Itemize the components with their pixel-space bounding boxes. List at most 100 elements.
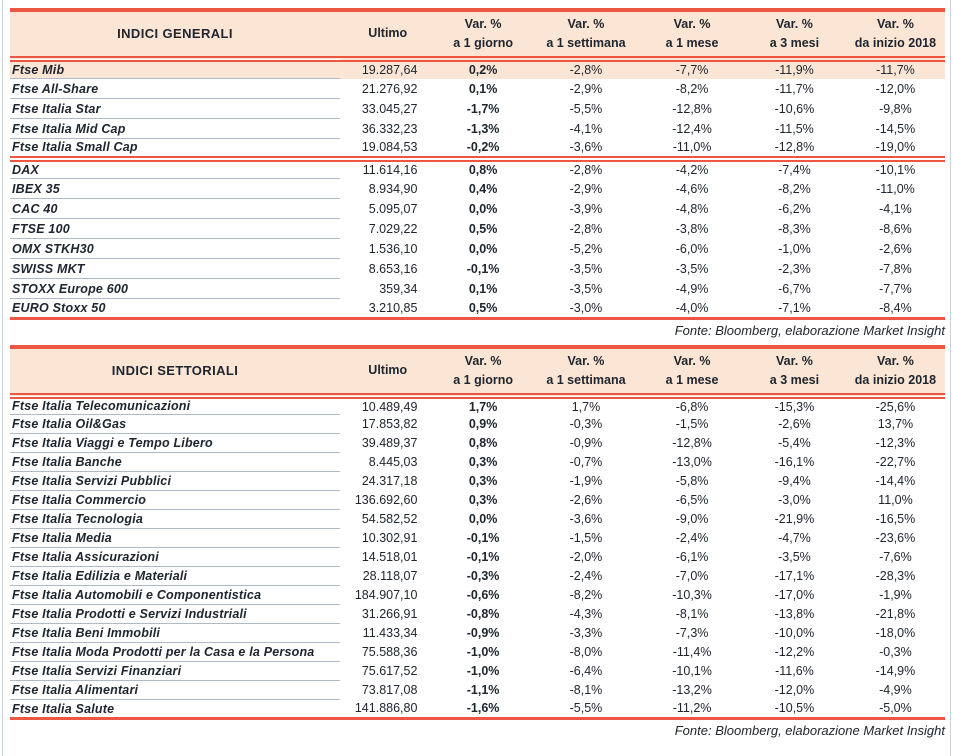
value-cell: -9,0%	[675, 512, 709, 526]
value-cell: -12,3%	[875, 436, 916, 450]
value-cell: 21.276,92	[361, 81, 418, 96]
value-cell: -17,1%	[774, 569, 815, 583]
table-indici-settoriali: INDICI SETTORIALI Ultimo Var. % a 1 giorno V…	[10, 345, 945, 720]
value-cell: -4,2%	[641, 155, 744, 179]
value-cell: -11,6%	[775, 664, 814, 678]
column-header-line1: Var. %	[776, 354, 813, 368]
value-cell: 0,8%	[468, 436, 498, 450]
index-row: Ftse Italia Mid Cap 36.332,23 -1,3% -4,1% -1…	[10, 118, 945, 139]
value-cell: -0,3%	[466, 569, 500, 583]
value-cell: -11,0%	[672, 140, 712, 154]
column-header-line1: Var. %	[567, 17, 605, 31]
page-edge-left	[2, 0, 3, 756]
value-cell: -10,1%	[845, 155, 945, 179]
value-cell: 33.045,27	[361, 101, 418, 116]
value-cell: -12,0%	[875, 81, 916, 96]
value-cell: -3,9%	[569, 201, 603, 216]
value-cell: -8,1%	[569, 683, 603, 697]
value-cell: 0,1%	[468, 81, 498, 96]
index-group: Ftse Italia Telecomunicazioni 10.489,49 1,…	[10, 395, 945, 719]
table-indici-generali: INDICI GENERALI Ultimo Var. % a 1 giorno Var…	[10, 8, 945, 320]
index-row: Ftse Italia Prodotti e Servizi Industria…	[10, 604, 945, 624]
column-header: Ultimo	[340, 10, 436, 62]
value-cell: -2,9%	[569, 181, 603, 196]
value-cell: -6,0%	[675, 241, 709, 256]
value-cell: 11.614,16	[340, 155, 436, 179]
table-header: INDICI SETTORIALI Ultimo Var. % a 1 giorno V…	[10, 347, 945, 399]
value-cell: 184.907,10	[354, 588, 418, 602]
value-cell: 73.817,08	[361, 683, 418, 697]
value-cell: -17,0%	[774, 588, 815, 602]
value-cell: -6,1%	[675, 550, 709, 564]
value-cell: -14,9%	[875, 664, 916, 678]
index-row: EURO Stoxx 50 3.210,85 0,5% -3,0% -4,0% -7,1%…	[10, 299, 945, 319]
index-name-cell: SWISS MKT	[10, 258, 341, 279]
value-cell: 13,7%	[877, 417, 914, 431]
value-cell: 31.266,91	[361, 607, 418, 621]
index-name-cell: Ftse Italia Automobili e Componentistica	[10, 585, 341, 605]
index-row: Ftse Italia Commercio 136.692,60 0,3% -2,6%…	[10, 490, 945, 510]
value-cell: 0,8%	[435, 155, 531, 179]
index-name-cell: CAC 40	[10, 198, 341, 219]
value-cell: -13,2%	[672, 683, 712, 697]
value-cell: -18,0%	[875, 626, 916, 640]
column-header: Var. % da inizio 2018	[845, 10, 945, 62]
header-row: INDICI GENERALI Ultimo Var. % a 1 giorno Var…	[10, 10, 945, 62]
value-cell: -0,1%	[466, 550, 500, 564]
value-cell: -3,6%	[569, 140, 603, 154]
value-cell: -0,3%	[879, 645, 912, 659]
index-name-cell: Ftse Italia Banche	[10, 452, 341, 472]
index-name-cell: Ftse Italia Prodotti e Servizi Industria…	[10, 604, 341, 624]
value-cell: 1,7%	[571, 399, 601, 414]
column-header-line2: da inizio 2018	[854, 35, 937, 50]
value-cell: 0,4%	[468, 181, 498, 196]
value-cell: -1,7%	[466, 101, 500, 116]
value-cell: 19.084,53	[361, 140, 418, 154]
column-header-line2: a 3 mesi	[769, 35, 820, 50]
value-cell: -11,9%	[743, 58, 846, 79]
index-name-cell: EURO Stoxx 50	[12, 301, 106, 315]
index-row: IBEX 35 8.934,90 0,4% -2,9% -4,6% -8,2% -11,0%	[10, 178, 945, 199]
value-cell: -10,1%	[672, 664, 712, 678]
column-header-line1: Var. %	[673, 354, 711, 368]
value-cell: -10,0%	[774, 626, 815, 640]
index-name-cell: DAX	[10, 155, 341, 179]
value-cell: -3,5%	[675, 261, 709, 276]
value-cell: 54.582,52	[361, 512, 418, 526]
value-cell: -1,9%	[569, 474, 603, 488]
column-header-line2: a 1 giorno	[453, 372, 513, 387]
value-cell: -4,7%	[778, 531, 811, 545]
value-cell: -4,6%	[675, 181, 709, 196]
value-cell: -2,8%	[530, 155, 642, 179]
value-cell: -12,2%	[774, 645, 815, 659]
index-name-cell: Ftse Italia Assicurazioni	[10, 547, 341, 567]
value-cell: -11,7%	[845, 58, 945, 79]
value-cell: -1,5%	[675, 417, 709, 431]
value-cell: -5,0%	[879, 701, 912, 716]
column-header: Var. % a 3 mesi	[743, 10, 846, 62]
value-cell: -21,8%	[875, 607, 916, 621]
column-header-line1: Ultimo	[368, 26, 408, 41]
value-cell: -10,6%	[774, 101, 815, 116]
column-header: Var. % da inizio 2018	[845, 347, 945, 399]
value-cell: -0,6%	[466, 588, 500, 602]
table-header: INDICI GENERALI Ultimo Var. % a 1 giorno Var…	[10, 10, 945, 62]
value-cell: -9,4%	[778, 474, 811, 488]
index-row: Ftse Italia Tecnologia 54.582,52 0,0% -3,6%…	[10, 509, 945, 529]
value-cell: -15,3%	[774, 399, 815, 414]
value-cell: 11.433,34	[362, 626, 418, 640]
value-cell: -7,3%	[675, 626, 709, 640]
value-cell: 3.210,85	[368, 300, 418, 315]
value-cell: -5,5%	[569, 101, 603, 116]
index-row: STOXX Europe 600 359,34 0,1% -3,5% -4,9% -6,7…	[10, 278, 945, 299]
value-cell: -0,1%	[466, 261, 500, 276]
value-cell: -4,9%	[879, 683, 912, 697]
index-name-cell: Ftse Mib	[10, 58, 341, 79]
index-group: Ftse Mib 19.287,64 0,2% -2,8% -7,7% -11,9% -11…	[10, 58, 945, 159]
value-cell: -10,5%	[774, 701, 815, 716]
index-name-cell: Ftse Italia Moda Prodotti per la Casa e …	[10, 642, 341, 662]
value-cell: 0,9%	[468, 417, 498, 431]
value-cell: -0,9%	[569, 436, 603, 450]
value-cell: 28.118,07	[362, 569, 418, 583]
